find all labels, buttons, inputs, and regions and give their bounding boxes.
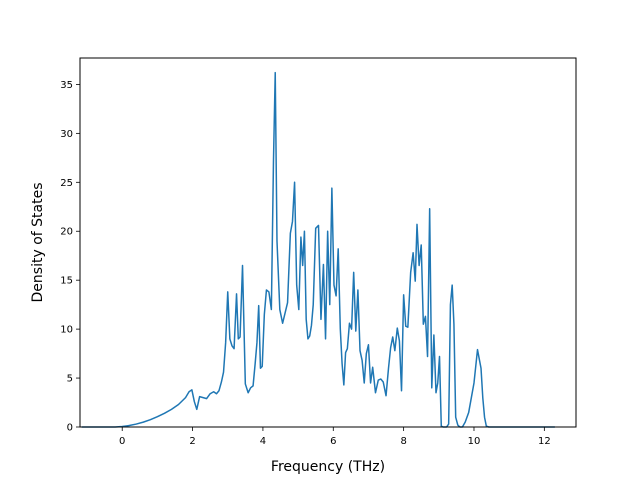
plot-frame bbox=[79, 57, 577, 428]
x-tick-label: 8 bbox=[400, 436, 406, 447]
y-tick-label: 0 bbox=[67, 423, 73, 434]
y-tick-label: 30 bbox=[60, 129, 73, 140]
x-tick-label: 10 bbox=[468, 436, 481, 447]
x-tick-label: 12 bbox=[538, 436, 551, 447]
x-axis-label: Frequency (THz) bbox=[271, 459, 385, 475]
y-tick-label: 5 bbox=[67, 374, 73, 385]
dos-series-line bbox=[81, 71, 555, 428]
y-tick-label: 15 bbox=[60, 276, 73, 287]
y-tick-label: 20 bbox=[60, 227, 73, 238]
y-tick-label: 25 bbox=[60, 178, 73, 189]
y-tick-label: 10 bbox=[60, 325, 73, 336]
y-axis-label: Density of States bbox=[30, 183, 46, 303]
x-tick-label: 6 bbox=[330, 436, 336, 447]
y-axis-ticks: 0 5 10 15 20 25 30 35 bbox=[60, 80, 80, 434]
y-tick-label: 35 bbox=[60, 80, 73, 91]
x-axis-ticks: 0 2 4 6 8 10 12 bbox=[119, 427, 551, 447]
x-tick-label: 4 bbox=[260, 436, 266, 447]
x-tick-label: 0 bbox=[119, 436, 125, 447]
x-tick-label: 2 bbox=[189, 436, 195, 447]
